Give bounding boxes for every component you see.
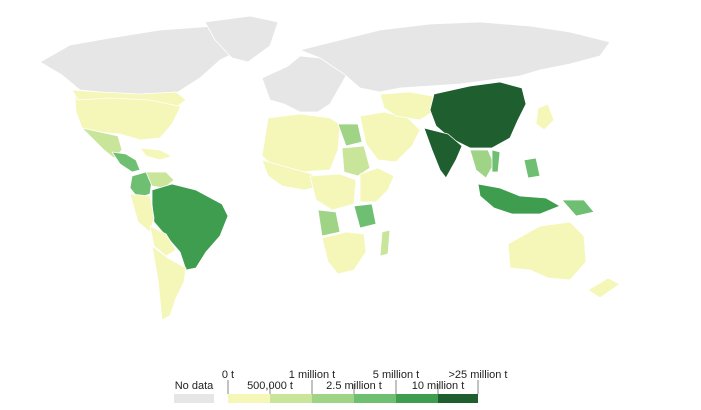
region-europe	[261, 55, 347, 113]
legend-lower-label: 500,000 t	[247, 380, 293, 392]
legend-swatch-bin-4	[396, 394, 438, 403]
legend-no-data-label: No data	[175, 380, 214, 392]
region-sudan	[341, 145, 371, 177]
region-central-africa	[309, 173, 357, 211]
legend-lower-label: 2.5 million t	[326, 380, 382, 392]
region-papua-new-guinea	[561, 199, 595, 217]
region-indonesia	[477, 183, 561, 215]
region-canada-south	[71, 89, 187, 107]
region-bolivia	[149, 225, 177, 257]
region-southeast-asia-mainland	[469, 149, 495, 179]
region-venezuela	[145, 171, 175, 189]
region-vietnam	[491, 149, 501, 173]
region-australia	[507, 221, 587, 281]
region-southern-cone	[151, 245, 187, 321]
legend-upper-label: 0 t	[222, 369, 234, 381]
legend-upper-label: >25 million t	[448, 369, 507, 381]
legend-lower-label: 10 million t	[412, 380, 465, 392]
region-angola	[317, 209, 341, 237]
region-new-zealand	[587, 277, 621, 299]
region-peru	[129, 193, 155, 233]
map-legend: No data 0 t 1 million t 5 million t >25 …	[174, 369, 508, 403]
legend-swatch-bin-1	[270, 394, 312, 403]
region-brazil	[151, 183, 229, 271]
region-southern-africa	[321, 231, 367, 275]
region-madagascar	[379, 229, 391, 257]
legend-upper-label: 1 million t	[289, 369, 335, 381]
region-caribbean	[139, 147, 173, 161]
region-egypt	[337, 123, 363, 147]
region-tanzania	[353, 203, 377, 229]
region-greenland	[204, 15, 279, 63]
legend-swatch-bin-3	[354, 394, 396, 403]
region-india	[423, 127, 463, 179]
region-east-africa	[359, 167, 395, 203]
legend-swatch-bin-5	[438, 394, 478, 403]
region-central-america	[111, 151, 141, 173]
legend-upper-label: 5 million t	[373, 369, 419, 381]
region-japan	[535, 103, 555, 131]
legend-swatch-no-data	[174, 394, 214, 403]
legend-swatch-bin-2	[312, 394, 354, 403]
region-philippines	[523, 157, 541, 179]
region-central-asia	[379, 91, 437, 121]
region-russia	[299, 21, 611, 93]
region-middle-east	[359, 111, 421, 163]
region-china	[429, 81, 527, 149]
legend-swatch-bin-0	[228, 394, 270, 403]
